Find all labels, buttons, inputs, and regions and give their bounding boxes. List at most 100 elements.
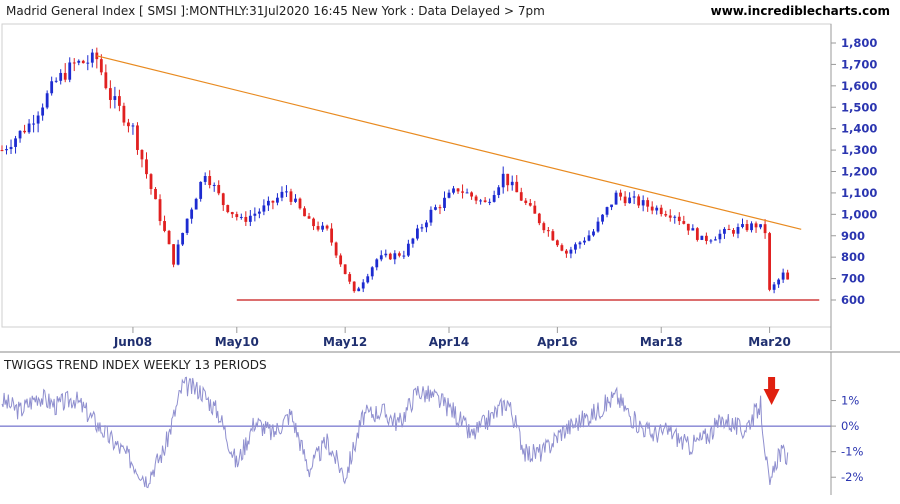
candle-body [244, 216, 248, 222]
candle-body [9, 146, 13, 150]
candle-body [0, 150, 4, 152]
price-panel: 1,800 1,700 1,600 1,500 1,400 1,300 1,200 1,100… [0, 23, 877, 350]
candle-body [479, 200, 483, 202]
indicator-title: TWIGGS TREND INDEX WEEKLY 13 PERIODS [3, 358, 267, 372]
arrow-head [763, 389, 780, 405]
candle-body [592, 231, 595, 236]
candle-body [677, 216, 681, 222]
candle-body [691, 228, 695, 231]
candle-body [637, 196, 641, 206]
price-y-axis: 1,800 1,700 1,600 1,500 1,400 1,300 1,200 1,100… [831, 36, 877, 307]
website-link[interactable]: www.incrediblecharts.com [711, 4, 890, 18]
candle-body [650, 206, 654, 211]
candle-body [443, 197, 446, 208]
candle-body [217, 184, 221, 194]
candle-body [718, 233, 722, 240]
candle-body [768, 233, 771, 290]
candle-body [461, 191, 464, 193]
candle-body [393, 253, 397, 260]
candle-body [285, 191, 288, 193]
candle-body [786, 272, 790, 280]
candle-body [154, 188, 157, 200]
candle-body [510, 181, 514, 186]
candle-body [745, 224, 749, 231]
price-y-tick-label: 900 [841, 229, 865, 243]
x-tick-label: May12 [323, 335, 367, 349]
candle-body [307, 216, 311, 219]
candle-body [723, 228, 726, 234]
candle-body [406, 243, 410, 256]
resistance-trendline [96, 55, 802, 230]
candle-body [131, 125, 135, 127]
candle-body [352, 281, 356, 292]
candle-body [145, 159, 148, 175]
indicator-y-tick-label: -2% [841, 470, 863, 484]
candle-body [339, 255, 343, 265]
candle-body [230, 212, 234, 215]
candle-body [470, 192, 473, 197]
candle-body [14, 138, 17, 147]
candle-body [18, 130, 22, 139]
candle-body [5, 149, 8, 151]
x-tick-label: Mar20 [748, 335, 791, 349]
candle-body [41, 107, 45, 116]
candlestick-series [0, 47, 790, 294]
candle-body [632, 196, 636, 198]
candle-body [704, 235, 708, 241]
candle-body [316, 226, 320, 230]
candle-body [68, 62, 72, 80]
candle-body [239, 216, 243, 218]
candle-body [497, 187, 501, 196]
candle-body [736, 227, 740, 234]
candle-body [402, 255, 406, 257]
candle-body [257, 211, 261, 214]
candle-body [208, 176, 212, 186]
x-tick-label: Mar18 [640, 335, 683, 349]
candle-body [555, 240, 559, 246]
candle-body [682, 221, 686, 224]
candle-body [673, 216, 677, 218]
candle-body [569, 249, 573, 254]
arrow-shaft [768, 377, 776, 389]
candle-body [601, 214, 604, 222]
candle-body [528, 203, 532, 206]
price-y-tick-label: 1,200 [841, 165, 877, 179]
candle-body [127, 122, 130, 127]
candle-body [163, 221, 166, 231]
price-y-tick-label: 600 [841, 293, 865, 307]
candle-body [194, 198, 198, 210]
candle-body [610, 204, 613, 208]
candle-body [117, 96, 121, 106]
candle-body [628, 197, 632, 204]
indicator-y-axis: 1% 0% -1% -2% [831, 394, 863, 484]
candle-body [668, 215, 672, 218]
candle-body [271, 200, 275, 203]
candle-body [212, 184, 216, 186]
candle-body [253, 213, 257, 216]
candle-body [140, 149, 144, 160]
candle-body [176, 244, 180, 265]
candle-body [659, 207, 663, 215]
candle-body [587, 235, 591, 241]
indicator-y-tick-label: 1% [841, 394, 859, 408]
candle-body [262, 205, 266, 212]
price-y-tick-label: 1,700 [841, 57, 877, 71]
candle-body [199, 181, 203, 199]
candle-body [23, 130, 26, 133]
candle-body [483, 200, 487, 202]
candle-body [416, 228, 419, 239]
candle-body [361, 282, 365, 289]
candle-body [425, 222, 428, 228]
candle-body [709, 240, 713, 242]
candle-body [90, 52, 94, 63]
candle-body [158, 199, 162, 222]
candle-body [700, 235, 704, 240]
twiggs-trend-line [1, 376, 789, 489]
x-tick-label: Apr16 [537, 335, 578, 349]
x-tick-label: May10 [215, 335, 259, 349]
price-y-tick-label: 1,300 [841, 143, 877, 157]
candle-body [104, 72, 108, 89]
candle-body [63, 72, 67, 80]
candle-body [370, 267, 374, 277]
